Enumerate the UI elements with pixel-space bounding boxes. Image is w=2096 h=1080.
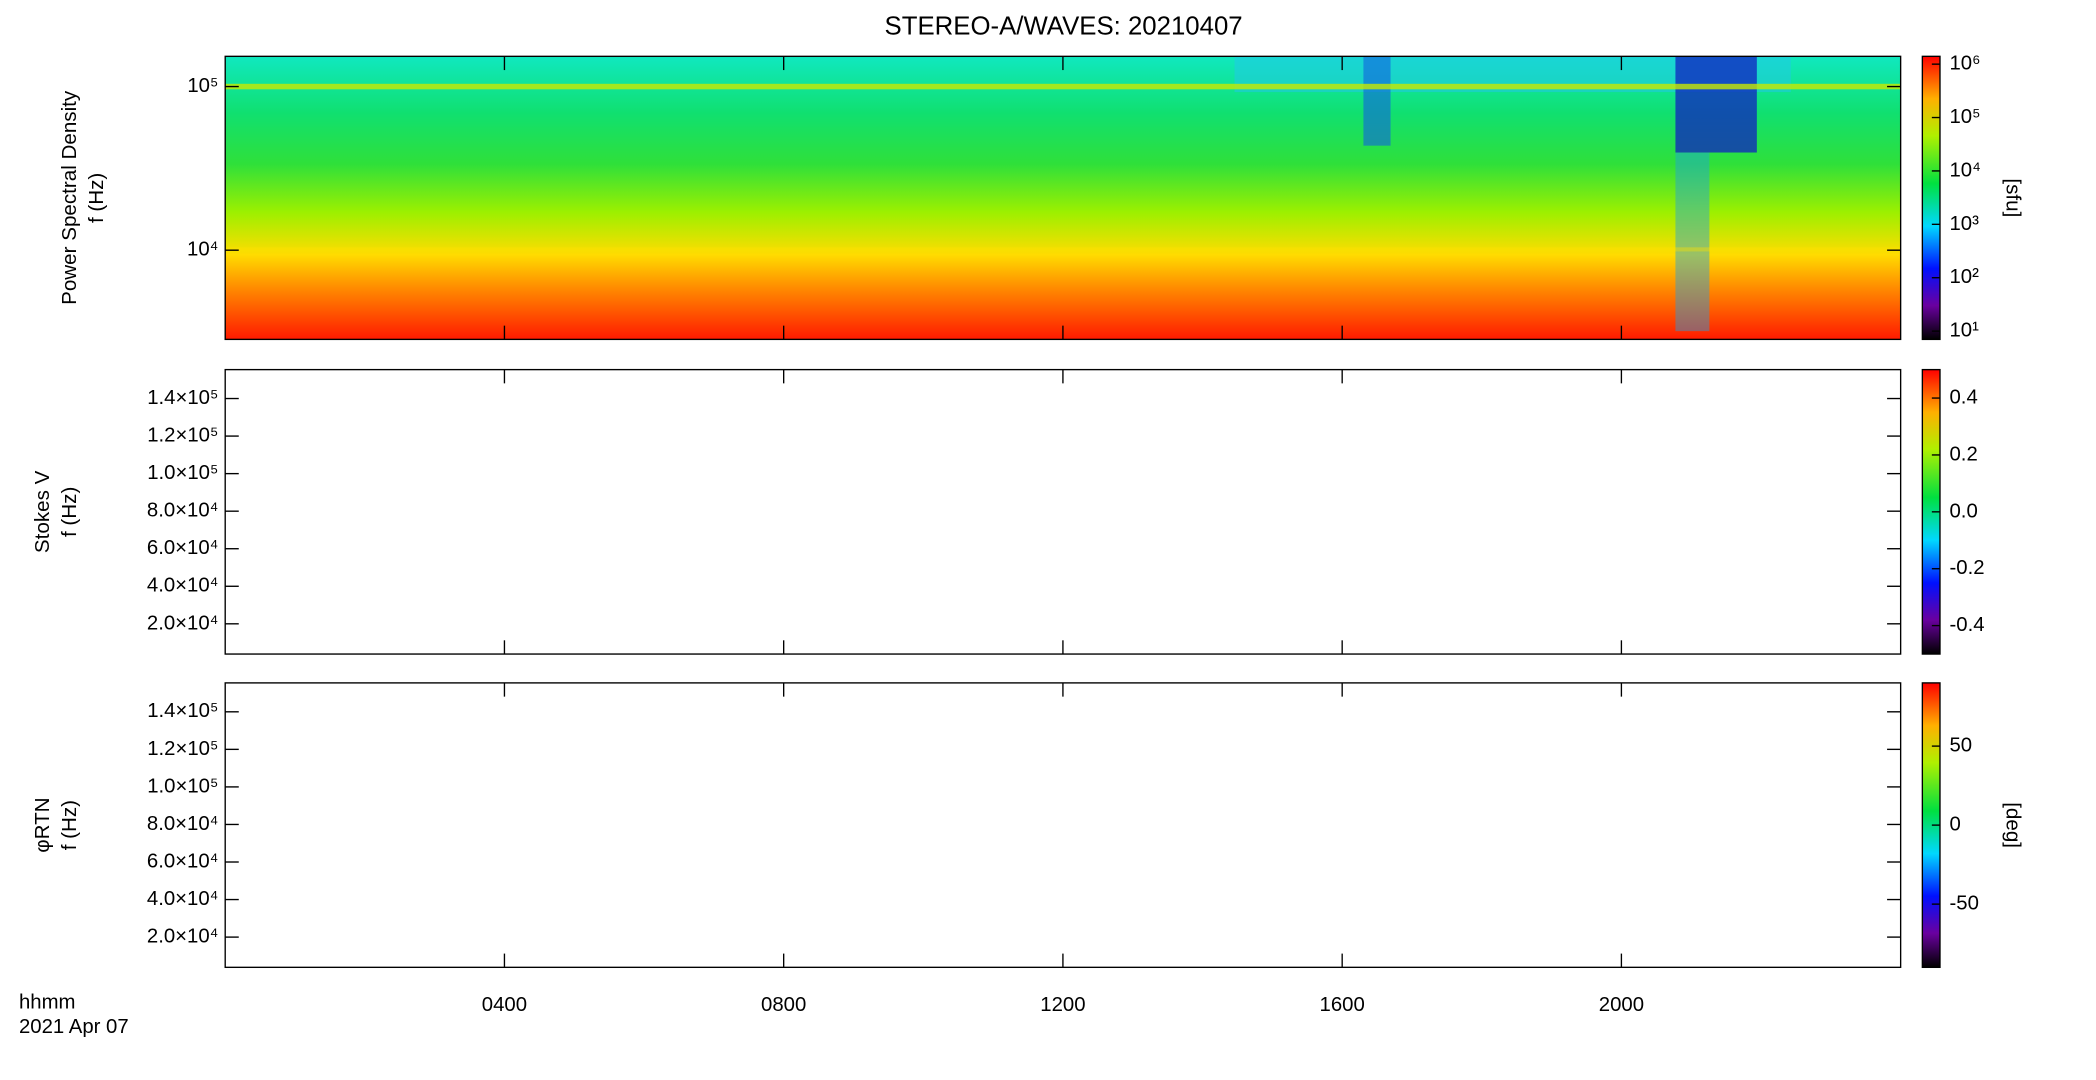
y-tick-label: 6.0×10⁴ xyxy=(147,849,219,872)
x-tick-label: 0800 xyxy=(761,993,806,1016)
y-tick-label: 4.0×10⁴ xyxy=(147,574,219,597)
y-tick-label: 2.0×10⁴ xyxy=(147,924,219,947)
colorbar-tick-label: 10³ xyxy=(1949,212,1979,235)
y-tick-label: 1.4×10⁵ xyxy=(147,386,218,409)
spectrogram xyxy=(225,56,1901,340)
y-tick-label: 10⁵ xyxy=(187,74,218,97)
y-axis-label: f (Hz) xyxy=(85,173,108,223)
colorbar-tick-label: 50 xyxy=(1949,733,1972,756)
colorbar-tick-label: 0.0 xyxy=(1949,499,1977,522)
y-tick-label: 1.2×10⁵ xyxy=(147,423,218,446)
colorbar-tick-label: 10⁵ xyxy=(1949,105,1980,128)
y-tick-label: 2.0×10⁴ xyxy=(147,611,219,634)
colorbar-tick-label: 0 xyxy=(1949,812,1960,835)
y-axis-label: f (Hz) xyxy=(58,800,81,850)
colorbar-label: [deg] xyxy=(2002,802,2025,848)
colorbar-tick-label: 0.2 xyxy=(1949,442,1977,465)
y-tick-label: 6.0×10⁴ xyxy=(147,536,219,559)
colorbar-tick-label: 10¹ xyxy=(1949,318,1979,341)
y-tick-label: 8.0×10⁴ xyxy=(147,499,219,522)
colorbar-tick-label: 0.4 xyxy=(1949,385,1977,408)
x-axis-label: 2021 Apr 07 xyxy=(19,1015,129,1038)
x-tick-label: 1600 xyxy=(1320,993,1365,1016)
y-tick-label: 1.0×10⁵ xyxy=(147,774,218,797)
y-tick-label: 10⁴ xyxy=(187,238,218,261)
colorbar-label: [sfu] xyxy=(2002,178,2025,217)
colorbar-tick-label: -50 xyxy=(1949,891,1978,914)
plot-frame xyxy=(224,682,1902,969)
y-tick-label: 4.0×10⁴ xyxy=(147,887,219,910)
y-tick-label: 1.4×10⁵ xyxy=(147,699,218,722)
y-tick-label: 8.0×10⁴ xyxy=(147,812,219,835)
colorbar-tick-label: 10⁶ xyxy=(1949,51,1980,74)
colorbar-tick-label: 10⁴ xyxy=(1949,158,1980,181)
y-axis-label: f (Hz) xyxy=(58,487,81,537)
x-axis-label: hhmm xyxy=(19,990,76,1013)
y-tick-label: 1.0×10⁵ xyxy=(147,461,218,484)
y-axis-label: φRTN xyxy=(31,797,54,852)
y-axis-label: Power Spectral Density xyxy=(58,90,81,305)
y-tick-label: 1.2×10⁵ xyxy=(147,737,218,760)
y-axis-label: Stokes V xyxy=(31,470,54,553)
plot-frame xyxy=(224,368,1902,655)
colorbar-tick-label: -0.4 xyxy=(1949,613,1984,636)
x-tick-label: 0400 xyxy=(482,993,527,1016)
colorbar-tick-label: -0.2 xyxy=(1949,556,1984,579)
x-tick-label: 1200 xyxy=(1040,993,1085,1016)
figure-title: STEREO-A/WAVES: 20210407 xyxy=(885,12,1243,40)
x-tick-label: 2000 xyxy=(1599,993,1644,1016)
colorbar xyxy=(1921,55,1941,341)
colorbar-tick-label: 10² xyxy=(1949,265,1979,288)
